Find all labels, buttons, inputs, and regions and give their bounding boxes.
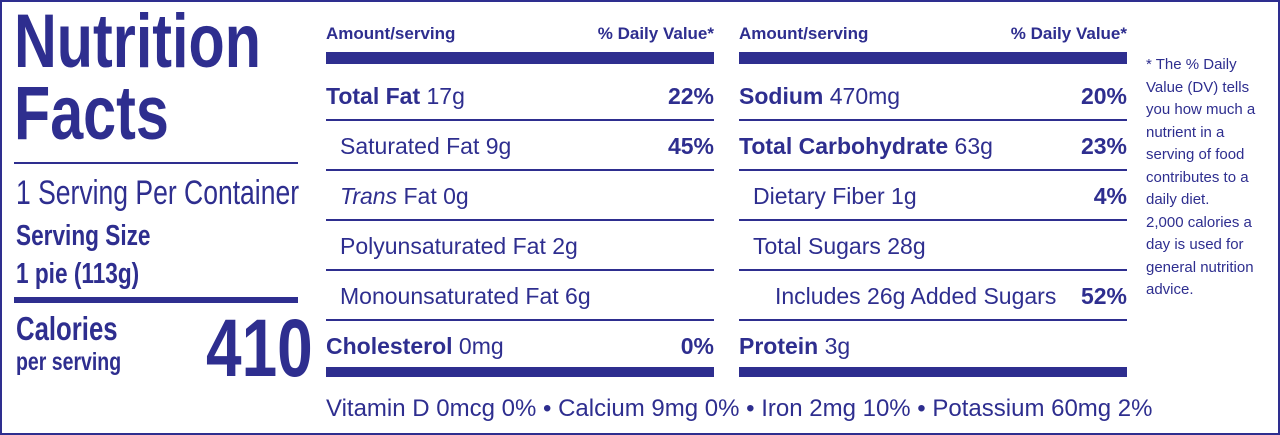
nutrient-row: Total Carbohydrate 63g 23% bbox=[739, 131, 1127, 161]
title-line: Nutrition bbox=[14, 0, 261, 84]
vitamin: Iron 2mg 10% bbox=[761, 395, 911, 422]
nutrient-amount: 1g bbox=[891, 183, 917, 209]
text: 1 Serving Per Container bbox=[16, 174, 300, 212]
nutrient-amount: 63g bbox=[954, 133, 993, 159]
rule bbox=[739, 52, 1127, 64]
serving-size: 1 pie (113g) bbox=[16, 258, 174, 291]
rule bbox=[14, 297, 298, 303]
nutrient-row: Monounsaturated Fat 6g bbox=[340, 281, 714, 311]
rule bbox=[326, 169, 714, 171]
nutrient-name: Total Sugars bbox=[753, 233, 881, 259]
nutrient-row: Saturated Fat 9g 45% bbox=[340, 131, 714, 161]
nutrient-amount: 9g bbox=[485, 133, 512, 159]
nutrient-row: Dietary Fiber 1g 4% bbox=[753, 181, 1127, 211]
serving-size-label: Serving Size bbox=[16, 220, 188, 253]
nutrient-dv: 4% bbox=[1093, 183, 1127, 209]
header-amount: Amount/serving bbox=[326, 24, 456, 43]
header-dv: % Daily Value* bbox=[597, 24, 714, 43]
nutrient-name: Total Fat bbox=[326, 83, 421, 109]
vitamin: Vitamin D 0mcg 0% bbox=[326, 395, 537, 422]
nutrient-amount: 28g bbox=[887, 233, 926, 259]
text: 1 pie (113g) bbox=[16, 258, 140, 290]
nutrient-name: Polyunsaturated Fat bbox=[340, 233, 546, 259]
nutrient-dv: 0% bbox=[680, 333, 714, 359]
nutrient-name: Total Carbohydrate bbox=[739, 133, 949, 159]
nutrient-dv: 22% bbox=[667, 83, 714, 109]
left-table: Amount/serving % Daily Value* Total Fat 17… bbox=[326, 2, 714, 382]
nutrient-dv: 45% bbox=[667, 133, 714, 159]
calories-sub: per serving bbox=[16, 348, 151, 377]
rule bbox=[14, 162, 298, 164]
nutrient-row: Total Sugars 28g bbox=[753, 231, 1127, 261]
text: 410 bbox=[206, 303, 313, 394]
footnote-text: 2,000 calories a day is used for general… bbox=[1146, 213, 1254, 299]
nutrient-name: Dietary Fiber bbox=[753, 183, 885, 209]
nutrient-dv: 52% bbox=[1080, 283, 1127, 309]
nutrient-row: Total Fat 17g 22% bbox=[326, 81, 714, 111]
footnote: * The % Daily Value (DV) tells you how m… bbox=[1146, 54, 1274, 302]
nutrient-name-italic: Trans bbox=[340, 183, 398, 209]
rule bbox=[739, 119, 1127, 121]
rule bbox=[326, 219, 714, 221]
nutrient-amount: 3g bbox=[824, 333, 851, 359]
text: Calories bbox=[16, 310, 118, 347]
nutrient-row: Sodium 470mg 20% bbox=[739, 81, 1127, 111]
rule bbox=[739, 169, 1127, 171]
vitamin: Potassium 60mg 2% bbox=[932, 395, 1153, 422]
nutrient-amount: 0mg bbox=[458, 333, 504, 359]
title: Nutrition Facts bbox=[14, 0, 331, 156]
nutrient-dv: 20% bbox=[1080, 83, 1127, 109]
vitamins: Vitamin D 0mcg 0% • Calcium 9mg 0% • Iro… bbox=[326, 395, 1153, 422]
text: per serving bbox=[16, 348, 122, 376]
footnote-text: * The % Daily Value (DV) tells you how m… bbox=[1146, 56, 1256, 208]
rule bbox=[739, 319, 1127, 321]
rule bbox=[326, 119, 714, 121]
header-dv: % Daily Value* bbox=[1010, 24, 1127, 43]
nutrient-amount: 470mg bbox=[829, 83, 901, 109]
nutrient-name: Includes 26g Added Sugars bbox=[775, 283, 1057, 309]
text: Serving Size bbox=[16, 220, 151, 252]
nutrient-row: Polyunsaturated Fat 2g bbox=[340, 231, 714, 261]
rule bbox=[739, 367, 1127, 377]
nutrient-name: Monounsaturated Fat bbox=[340, 283, 559, 309]
nutrient-row: Includes 26g Added Sugars 52% bbox=[775, 281, 1127, 311]
nutrient-amount: 17g bbox=[426, 83, 465, 109]
header-amount: Amount/serving bbox=[739, 24, 869, 43]
calories-label: Calories bbox=[16, 310, 146, 348]
nutrient-dv: 23% bbox=[1080, 133, 1127, 159]
vitamin: Calcium 9mg 0% bbox=[558, 395, 740, 422]
rule bbox=[326, 367, 714, 377]
nutrient-name: Sodium bbox=[739, 83, 824, 109]
rule bbox=[326, 269, 714, 271]
nutrient-row: Trans Fat 0g bbox=[340, 181, 714, 211]
right-table: Amount/serving % Daily Value* Sodium 470mg… bbox=[739, 2, 1127, 382]
rule bbox=[326, 319, 714, 321]
nutrient-name: Cholesterol bbox=[326, 333, 453, 359]
nutrient-row: Cholesterol 0mg 0% bbox=[326, 331, 714, 361]
nutrient-amount: 2g bbox=[552, 233, 578, 259]
rule bbox=[326, 52, 714, 64]
nutrient-name: Fat bbox=[403, 183, 437, 209]
rule bbox=[739, 269, 1127, 271]
nutrient-row: Protein 3g bbox=[739, 331, 1127, 361]
nutrient-name: Protein bbox=[739, 333, 819, 359]
nutrient-amount: 0g bbox=[443, 183, 469, 209]
nutrient-name: Saturated Fat bbox=[340, 133, 480, 159]
title-line: Facts bbox=[14, 71, 169, 156]
servings: 1 Serving Per Container bbox=[16, 174, 379, 213]
calories: 410 bbox=[206, 302, 343, 396]
rule bbox=[739, 219, 1127, 221]
nutrient-amount: 6g bbox=[565, 283, 591, 309]
